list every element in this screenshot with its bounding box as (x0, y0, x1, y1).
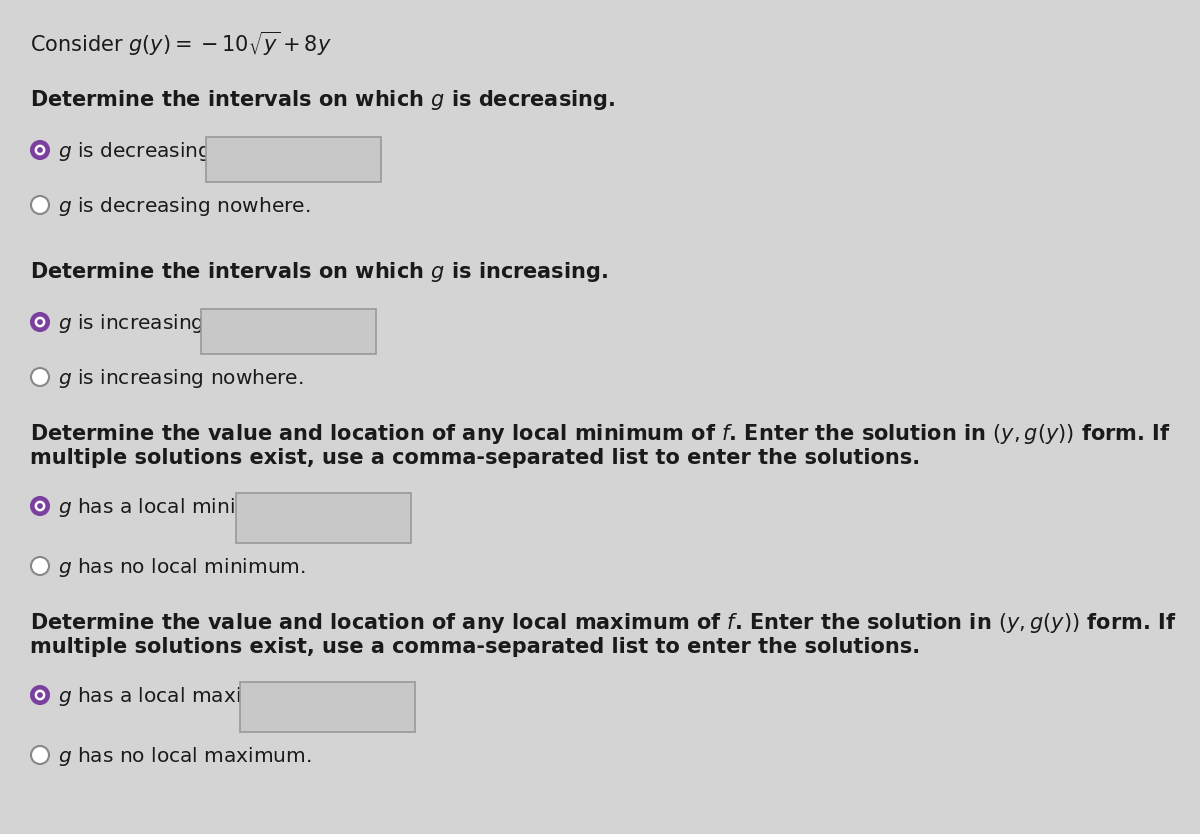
FancyBboxPatch shape (236, 493, 410, 543)
Circle shape (35, 317, 46, 328)
Circle shape (35, 690, 46, 701)
Circle shape (35, 144, 46, 155)
Text: $g$ has a local maximum at:: $g$ has a local maximum at: (58, 685, 325, 708)
Text: $g$ is decreasing nowhere.: $g$ is decreasing nowhere. (58, 195, 311, 218)
FancyBboxPatch shape (206, 137, 382, 182)
Text: Consider $g(y) = -10\sqrt{y} + 8y$: Consider $g(y) = -10\sqrt{y} + 8y$ (30, 30, 331, 58)
Circle shape (37, 692, 43, 698)
Text: $g$ is increasing nowhere.: $g$ is increasing nowhere. (58, 367, 304, 390)
Circle shape (31, 746, 49, 764)
Text: $g$ is increasing on:: $g$ is increasing on: (58, 312, 241, 335)
Text: Determine the intervals on which $g$ is decreasing.: Determine the intervals on which $g$ is … (30, 88, 616, 112)
Circle shape (35, 500, 46, 511)
FancyBboxPatch shape (202, 309, 376, 354)
Circle shape (31, 141, 49, 159)
Text: Determine the value and location of any local maximum of $f$. Enter the solution: Determine the value and location of any … (30, 611, 1176, 635)
Text: Determine the intervals on which $g$ is increasing.: Determine the intervals on which $g$ is … (30, 260, 608, 284)
Text: multiple solutions exist, use a comma-separated list to enter the solutions.: multiple solutions exist, use a comma-se… (30, 637, 920, 657)
Circle shape (31, 557, 49, 575)
Text: Determine the value and location of any local minimum of $f$. Enter the solution: Determine the value and location of any … (30, 422, 1171, 446)
Circle shape (37, 503, 43, 509)
Text: $g$ has no local minimum.: $g$ has no local minimum. (58, 556, 306, 579)
Circle shape (37, 319, 43, 325)
Circle shape (31, 686, 49, 704)
Circle shape (31, 196, 49, 214)
Text: $g$ has no local maximum.: $g$ has no local maximum. (58, 745, 312, 768)
Circle shape (31, 497, 49, 515)
FancyBboxPatch shape (240, 682, 415, 732)
Circle shape (31, 313, 49, 331)
Text: multiple solutions exist, use a comma-separated list to enter the solutions.: multiple solutions exist, use a comma-se… (30, 448, 920, 468)
Text: $g$ is decreasing on:: $g$ is decreasing on: (58, 140, 248, 163)
Circle shape (31, 368, 49, 386)
Text: $g$ has a local minimum at:: $g$ has a local minimum at: (58, 496, 319, 519)
Circle shape (37, 147, 43, 153)
